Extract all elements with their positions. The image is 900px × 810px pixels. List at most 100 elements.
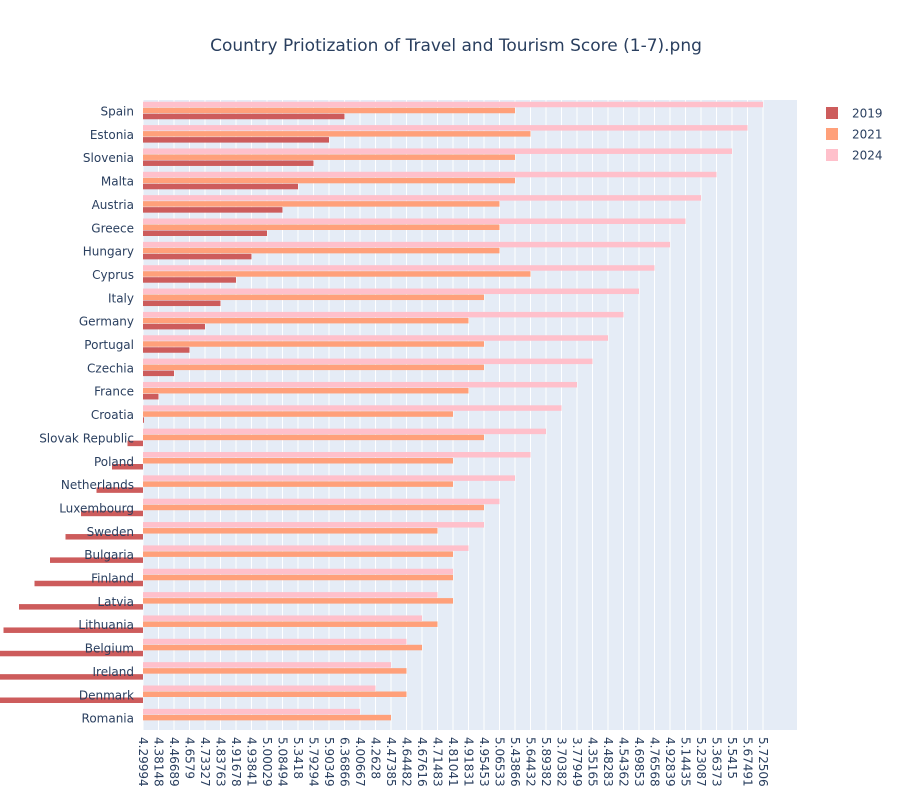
bar-2021-denmark bbox=[143, 691, 407, 697]
x-tick-label: 4.91831 bbox=[462, 737, 476, 787]
bar-2019-france bbox=[143, 393, 159, 400]
bar-2024-romania bbox=[143, 708, 360, 715]
x-tick-label: 5.89382 bbox=[539, 737, 553, 787]
x-tick-label: 4.69853 bbox=[632, 737, 646, 787]
category-label: Germany bbox=[79, 315, 134, 329]
bar-2021-austria bbox=[143, 201, 500, 207]
x-tick-labels: 4.29994 4.38148 4.46689 4.6579 4.73327 4.8376… bbox=[136, 737, 770, 787]
bar-2024-france bbox=[143, 381, 577, 388]
category-label: Cyprus bbox=[92, 268, 134, 282]
category-label: Sweden bbox=[87, 525, 134, 539]
bar-2019-germany bbox=[143, 323, 205, 330]
bar-2019-poland bbox=[112, 464, 143, 470]
bar-2019-finland bbox=[34, 580, 143, 587]
bar-2021-bulgaria bbox=[143, 551, 453, 557]
legend-swatch-2024 bbox=[826, 149, 838, 161]
category-label: Greece bbox=[91, 221, 134, 235]
category-label: Netherlands bbox=[61, 478, 134, 492]
category-label: Slovak Republic bbox=[39, 431, 134, 445]
bar-2019-netherlands bbox=[96, 487, 143, 493]
bar-2019-spain bbox=[143, 113, 345, 120]
bar-2024-spain bbox=[143, 101, 763, 108]
bar-2021-latvia bbox=[143, 598, 453, 604]
category-label: Italy bbox=[108, 291, 134, 305]
x-tick-label: 4.92839 bbox=[663, 737, 677, 787]
bar-2021-slovenia bbox=[143, 154, 515, 160]
bar-2019-portugal bbox=[143, 347, 190, 353]
x-tick-label: 6.36866 bbox=[338, 737, 352, 787]
bar-2021-finland bbox=[143, 574, 453, 581]
x-tick-label: 4.54362 bbox=[617, 737, 631, 787]
category-label: Slovenia bbox=[83, 151, 134, 165]
bar-2024-cyprus bbox=[143, 265, 655, 271]
x-tick-label: 4.73327 bbox=[198, 737, 212, 787]
x-tick-label: 5.00029 bbox=[260, 737, 274, 787]
bar-2024-estonia bbox=[143, 125, 748, 131]
category-label: France bbox=[94, 385, 134, 399]
bar-2019-hungary bbox=[143, 253, 252, 260]
legend-swatch-2019 bbox=[826, 107, 838, 119]
x-tick-label: 4.48283 bbox=[601, 737, 615, 787]
x-tick-label: 5.90349 bbox=[322, 737, 336, 787]
bar-2021-sweden bbox=[143, 528, 438, 534]
bar-2021-croatia bbox=[143, 411, 453, 417]
x-tick-label: 4.2628 bbox=[369, 737, 383, 779]
category-label: Romania bbox=[82, 712, 134, 726]
x-tick-label: 4.76568 bbox=[648, 737, 662, 787]
bar-2019-luxembourg bbox=[81, 510, 143, 517]
bar-2024-netherlands bbox=[143, 475, 515, 481]
legend: 2019 2021 2024 bbox=[826, 107, 883, 163]
x-tick-label: 4.67616 bbox=[415, 737, 429, 787]
bar-2019-greece bbox=[143, 230, 267, 236]
x-tick-label: 5.79294 bbox=[307, 737, 321, 787]
x-tick-label: 5.3418 bbox=[291, 737, 305, 779]
bar-2021-greece bbox=[143, 224, 500, 230]
bar-2019-czechia bbox=[143, 370, 174, 377]
x-tick-label: 4.83763 bbox=[214, 737, 228, 787]
x-tick-label: 4.35165 bbox=[586, 737, 600, 787]
bar-2019-slovenia bbox=[143, 160, 314, 166]
bar-2024-latvia bbox=[143, 592, 438, 598]
category-label: Hungary bbox=[83, 245, 134, 259]
x-tick-label: 4.71483 bbox=[431, 737, 445, 787]
x-tick-label: 5.23087 bbox=[694, 737, 708, 787]
bar-2021-slovak-republic bbox=[143, 434, 484, 441]
x-tick-label: 3.77949 bbox=[570, 737, 584, 787]
bar-2019-lithuania bbox=[3, 627, 143, 633]
category-label: Belgium bbox=[85, 642, 134, 656]
x-tick-label: 5.5415 bbox=[725, 737, 739, 779]
bar-2024-ireland bbox=[143, 662, 391, 668]
x-tick-label: 4.46689 bbox=[167, 737, 181, 787]
category-label: Estonia bbox=[90, 128, 134, 142]
category-label: Bulgaria bbox=[84, 548, 134, 562]
category-label: Finland bbox=[91, 572, 134, 586]
bar-2024-croatia bbox=[143, 405, 562, 411]
x-tick-label: 3.70382 bbox=[555, 737, 569, 787]
bar-2021-netherlands bbox=[143, 481, 453, 487]
bar-2024-finland bbox=[143, 568, 453, 575]
bar-2024-czechia bbox=[143, 358, 593, 365]
bar-2021-portugal bbox=[143, 341, 484, 347]
bar-2021-belgium bbox=[143, 644, 422, 651]
bar-2021-hungary bbox=[143, 247, 500, 254]
bar-2019-italy bbox=[143, 300, 221, 307]
bar-2019-latvia bbox=[19, 604, 143, 610]
bar-2019-estonia bbox=[143, 137, 329, 143]
bar-2019-austria bbox=[143, 207, 283, 213]
bar-2021-luxembourg bbox=[143, 504, 484, 511]
category-label: Portugal bbox=[84, 338, 134, 352]
bar-2021-estonia bbox=[143, 131, 531, 137]
bar-2024-germany bbox=[143, 311, 624, 318]
bar-2024-slovak-republic bbox=[143, 428, 546, 435]
category-label: Lithuania bbox=[78, 618, 134, 632]
category-label: Latvia bbox=[97, 595, 134, 609]
bar-2019-croatia bbox=[143, 417, 144, 423]
x-tick-label: 5.14435 bbox=[679, 737, 693, 787]
bar-2019-sweden bbox=[65, 534, 143, 540]
bar-2021-malta bbox=[143, 177, 515, 184]
bar-2019-cyprus bbox=[143, 277, 236, 283]
category-label: Czechia bbox=[87, 361, 134, 375]
chart-title: Country Priotization of Travel and Touri… bbox=[210, 36, 702, 56]
bar-2024-poland bbox=[143, 452, 531, 458]
legend-label-2024: 2024 bbox=[852, 149, 883, 163]
